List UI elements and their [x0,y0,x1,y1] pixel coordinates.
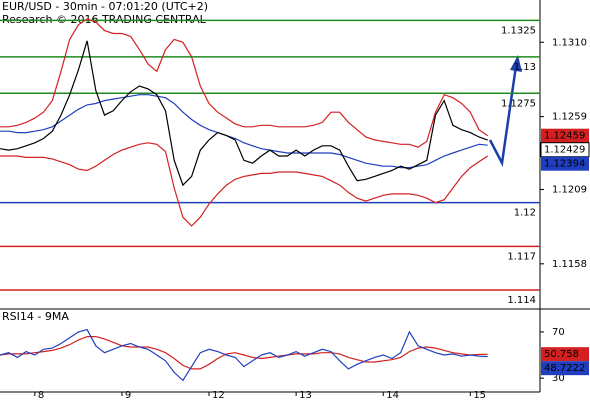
level-label: 1.1325 [501,25,536,36]
value-badge-label: 1.12394 [544,159,585,170]
y-tick-label: 1.1158 [552,259,587,270]
x-tick-label: 13 [299,390,312,400]
forecast-arrow [488,55,522,168]
x-tick-label: 12 [212,390,225,400]
y-tick-label: 70 [552,327,565,338]
y-tick-label: 1.1209 [552,184,587,195]
y-tick-label: 1.1310 [552,37,587,48]
x-tick-label: 9 [125,390,131,400]
chart-title: EUR/USD - 30min - 07:01:20 (UTC+2) [2,0,208,13]
x-tick-label: 15 [473,390,486,400]
value-badge-label: 1.12459 [544,131,585,142]
level-label: 1.1275 [501,98,536,109]
series-line [0,336,488,370]
value-badge-label: 48.7222 [544,363,585,374]
y-tick-label: 30 [552,373,565,384]
level-label: 1.12 [514,208,536,219]
value-badge [541,128,589,143]
value-badge [541,361,589,376]
value-badge-label: 50.758 [544,349,579,360]
level-label: 1.114 [507,295,536,306]
level-label: 1.13 [514,62,536,73]
chart-subtitle: Research © 2016 TRADING CENTRAL [2,13,207,26]
series-line [0,328,488,382]
value-badge-label: 1.12429 [544,145,585,156]
x-tick-label: 14 [386,390,399,400]
series-line [0,40,488,187]
y-tick-label: 1.1259 [552,112,587,123]
level-label: 1.117 [507,251,536,262]
x-tick-label: 8 [38,390,44,400]
value-badge [541,156,589,171]
value-badge [541,347,589,362]
series-line [0,142,489,227]
series-line [0,18,489,148]
panel-title: RSI14 - 9MA [2,310,69,323]
